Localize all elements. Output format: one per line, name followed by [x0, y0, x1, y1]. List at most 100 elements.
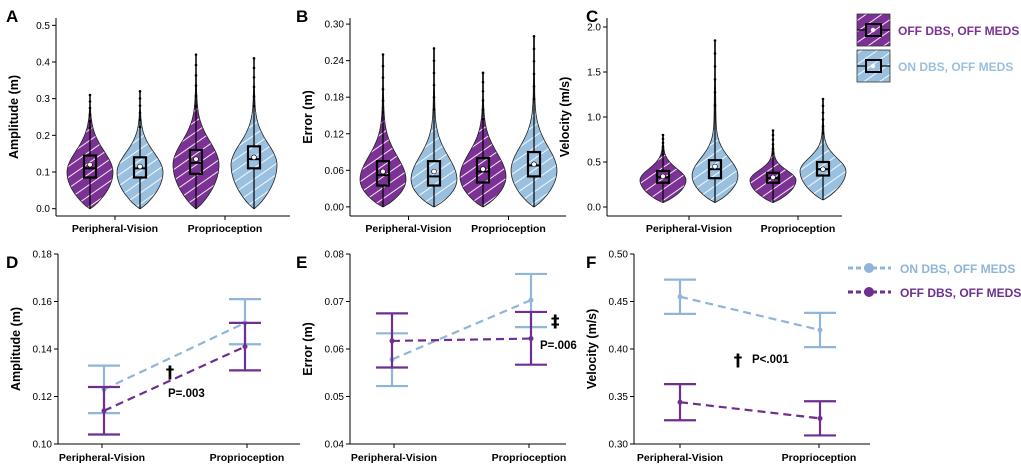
legend-top-item-off: OFF DBS, OFF MEDS [856, 13, 1019, 47]
outlier-point [432, 59, 436, 62]
violin-off-peripheral-vision [639, 133, 687, 203]
panel-a: A 0.0 0.1 0.2 0.3 0.4 0.5 Amplitude (m) Peripher… [6, 7, 290, 235]
mean-point [101, 408, 107, 414]
legend-label: OFF DBS, OFF MEDS [898, 24, 1019, 38]
outlier-point [194, 53, 198, 56]
series-line [391, 299, 532, 361]
panel-d: D 0.10 0.12 0.14 0.16 0.18 Amplitude (m) Periph… [6, 250, 300, 464]
series-off [88, 321, 261, 436]
y-tick-label: 0.30 [325, 20, 345, 31]
outlier-point [252, 104, 256, 108]
panel-label: A [6, 7, 18, 26]
panel-label: F [586, 253, 596, 272]
mean-point [380, 168, 386, 175]
outlier-point [252, 76, 256, 79]
y-tick-label: 0.50 [609, 250, 629, 261]
panel-label: E [296, 253, 307, 272]
violin-on-proprioception [230, 57, 278, 210]
y-tick-label: 0.45 [609, 297, 629, 308]
error-bar [515, 310, 547, 366]
error-bar [664, 383, 696, 422]
legend-marker [864, 263, 874, 273]
significance-symbol: † [734, 351, 743, 371]
y-axis-label: Error (m) [301, 90, 315, 143]
error-bar [804, 400, 836, 437]
series-line [103, 345, 246, 412]
panel-f: F 0.30 0.35 0.40 0.45 0.50 Velocity (m/s) Perip… [585, 250, 870, 464]
legend-label: ON DBS, OFF MEDS [900, 262, 1015, 276]
outlier-point [138, 97, 142, 100]
outlier-point [88, 119, 92, 123]
mean-point [712, 163, 718, 170]
x-tick-label: Proprioception [782, 452, 857, 464]
outlier-point [481, 108, 485, 112]
mean-point [528, 336, 534, 342]
mean-point [820, 166, 826, 172]
outlier-point [481, 80, 485, 84]
violin-off-proprioception [459, 71, 507, 208]
y-tick-label: 0.5 [587, 158, 601, 169]
panel-c: C 0.0 0.5 1.0 1.5 2.0 Velocity (m/s) Peripheral… [558, 7, 847, 235]
outlier-point [661, 133, 665, 137]
y-tick-label: 0.10 [33, 440, 53, 451]
x-tick-label: Peripheral-Vision [365, 223, 451, 235]
violin-on-proprioception [510, 34, 558, 208]
mean-point [531, 161, 537, 167]
violin-off-peripheral-vision [66, 93, 114, 210]
outlier-point [821, 111, 825, 114]
y-tick-label: 0.08 [325, 250, 345, 261]
panel-b: B 0.00 0.06 0.12 0.18 0.24 0.30 Error (m) Periph… [296, 7, 566, 235]
y-tick-label: 0.07 [325, 297, 345, 308]
error-bar [229, 321, 261, 372]
mean-point [480, 166, 486, 172]
outlier-point [713, 104, 717, 107]
y-axis-label: Amplitude (m) [7, 75, 21, 159]
significance-symbol: † [166, 363, 175, 383]
series-on [664, 278, 836, 349]
outlier-point [88, 106, 92, 110]
y-tick-label: 0.1 [36, 168, 50, 179]
y-tick-label: 0.12 [33, 392, 53, 403]
y-tick-label: 0.14 [33, 345, 53, 356]
outlier-point [138, 125, 142, 129]
outlier-point [713, 52, 717, 55]
outlier-point [481, 71, 485, 75]
outlier-point [194, 105, 198, 108]
outlier-point [532, 97, 536, 101]
outlier-point [661, 149, 665, 152]
outlier-point [252, 57, 256, 60]
mean-point [660, 173, 666, 180]
outlier-point [252, 66, 256, 70]
outlier-point [532, 47, 536, 51]
violin-on-peripheral-vision [116, 90, 164, 210]
legend-mean-glyph [870, 63, 876, 69]
violin-on-proprioception [799, 97, 847, 201]
y-tick-label: 0.4 [36, 58, 50, 69]
outlier-point [661, 145, 665, 148]
y-tick-label: 0.16 [33, 297, 53, 308]
x-tick-label: Peripheral-Vision [351, 452, 437, 464]
outlier-point [661, 137, 665, 141]
outlier-point [88, 126, 92, 130]
outlier-point [381, 87, 385, 91]
x-tick-label: Peripheral-Vision [637, 452, 723, 464]
x-tick-label: Proprioception [188, 223, 263, 235]
y-tick-label: 0.0 [587, 203, 601, 214]
outlier-point [532, 34, 536, 38]
outlier-point [194, 84, 198, 87]
outlier-point [713, 91, 717, 94]
outlier-point [532, 60, 536, 63]
y-axis-label: Velocity (m/s) [558, 77, 572, 158]
y-tick-label: 1.0 [587, 113, 601, 124]
panel-label: C [586, 7, 598, 26]
outlier-point [821, 97, 825, 101]
y-tick-label: 0.24 [325, 56, 345, 67]
y-tick-label: 0.12 [325, 129, 345, 140]
violin-off-proprioception [749, 129, 797, 203]
legend-label: ON DBS, OFF MEDS [898, 60, 1013, 74]
mean-point [817, 415, 823, 421]
mean-point [137, 163, 143, 170]
outlier-point [194, 74, 198, 77]
mean-point [193, 156, 199, 162]
